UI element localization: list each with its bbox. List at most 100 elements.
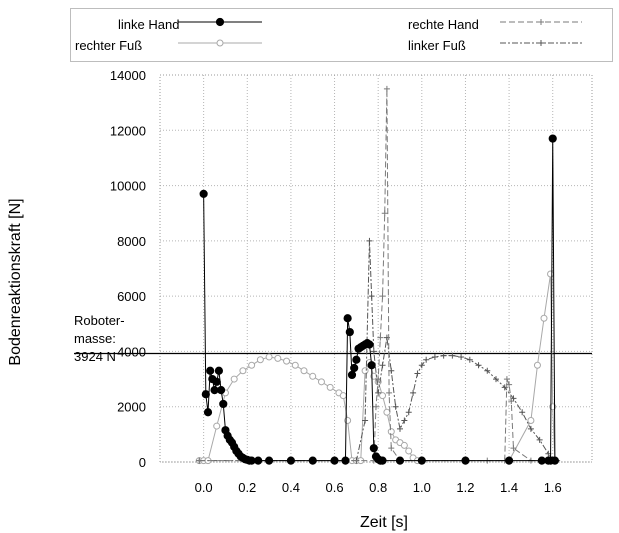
data-point-linke-hand (308, 456, 317, 465)
data-point-linker-fuss (484, 367, 491, 374)
data-point-linke-hand (550, 456, 560, 465)
data-point-linker-fuss (440, 352, 447, 359)
x-tick-label: 1.6 (544, 480, 562, 495)
legend-label-linker-fuss: linker Fuß (408, 38, 466, 53)
x-tick-label: 0.0 (195, 480, 213, 495)
data-point-rechte-hand (381, 210, 388, 217)
y-tick-label: 6000 (117, 289, 146, 304)
data-point-rechter-fuss (265, 353, 273, 361)
data-point-linke-hand (203, 408, 213, 417)
legend-label-rechter-fuss: rechter Fuß (75, 38, 143, 53)
data-point-linker-fuss (418, 362, 425, 369)
data-point-linke-hand (365, 340, 374, 349)
y-tick-label: 0 (139, 455, 146, 470)
data-point-rechter-fuss (300, 367, 308, 375)
data-point-linker-fuss (449, 352, 456, 359)
data-point-linker-fuss (431, 353, 438, 360)
data-point-linker-fuss (519, 409, 526, 416)
data-point-linke-hand (254, 456, 263, 465)
data-point-rechter-fuss (239, 367, 247, 375)
data-point-rechter-fuss (230, 375, 238, 383)
data-point-rechte-hand (373, 403, 379, 410)
data-point-linke-hand (199, 189, 208, 198)
data-point-linker-fuss (362, 417, 369, 424)
y-axis-label: Bodenreaktionskraft [N] (7, 198, 24, 365)
data-point-linke-hand (350, 363, 359, 373)
data-point-linker-fuss (493, 376, 499, 383)
data-point-rechter-fuss (383, 408, 391, 416)
data-point-rechter-fuss (540, 314, 548, 322)
data-point-rechter-fuss (405, 447, 413, 455)
data-point-linker-fuss (466, 356, 473, 363)
data-point-linker-fuss (370, 348, 377, 355)
data-point-linke-hand (216, 386, 226, 395)
data-point-rechte-hand (379, 293, 386, 300)
data-point-linker-fuss (392, 403, 399, 410)
data-point-linke-hand (212, 377, 221, 386)
data-point-rechte-hand (506, 381, 513, 388)
data-point-rechter-fuss (291, 361, 299, 369)
y-tick-label: 2000 (117, 400, 146, 415)
y-tick-label: 4000 (117, 344, 146, 359)
reference-label-line-1: Roboter- (74, 313, 125, 328)
data-point-linke-hand (214, 366, 224, 375)
data-point-rechter-fuss (339, 392, 347, 400)
data-point-rechter-fuss (256, 356, 264, 364)
data-point-rechter-fuss (213, 422, 221, 430)
data-point-rechter-fuss (326, 383, 334, 391)
reference-line-label: Roboter- masse: 3924 N (74, 312, 125, 366)
data-point-linker-fuss (375, 389, 382, 396)
series-line-linke-hand (203, 138, 556, 462)
data-point-linker-fuss (368, 293, 375, 300)
data-point-rechte-hand (503, 376, 510, 383)
data-point-rechte-hand (383, 85, 390, 92)
data-point-linke-hand (341, 456, 350, 465)
data-point-rechter-fuss (317, 378, 325, 386)
data-point-rechter-fuss (547, 270, 555, 278)
legend-marker-linke-hand (215, 17, 225, 27)
x-tick-label: 0.4 (282, 480, 300, 495)
data-point-linker-fuss (475, 362, 482, 369)
data-point-linke-hand (461, 456, 470, 465)
data-point-linke-hand (347, 370, 357, 380)
data-point-rechter-fuss (309, 372, 317, 380)
data-point-rechter-fuss (533, 361, 541, 369)
x-tick-label: 0.8 (369, 480, 387, 495)
data-point-rechte-hand (375, 376, 382, 383)
data-point-linker-fuss (379, 362, 386, 369)
y-tick-label: 10000 (110, 179, 146, 194)
reference-label-line-3: 3924 N (74, 349, 116, 364)
data-point-rechter-fuss (527, 417, 535, 425)
data-point-rechte-hand (196, 457, 203, 464)
data-point-rechter-fuss (379, 392, 387, 400)
data-point-rechter-fuss (274, 354, 282, 362)
data-point-linker-fuss (405, 409, 412, 416)
data-point-linke-hand (286, 456, 296, 465)
legend (70, 8, 613, 62)
data-point-linker-fuss (410, 389, 417, 396)
y-tick-label: 12000 (110, 123, 146, 138)
data-point-rechte-hand (508, 398, 515, 405)
data-point-rechte-hand (510, 445, 517, 452)
x-tick-label: 0.6 (326, 480, 344, 495)
reference-label-line-2: masse: (74, 331, 116, 346)
data-point-linker-fuss (414, 370, 421, 377)
y-tick-label: 14000 (110, 68, 146, 83)
data-point-linker-fuss (366, 237, 373, 244)
y-tick-label: 8000 (117, 234, 146, 249)
data-point-linker-fuss (458, 353, 465, 360)
legend-label-linke-hand: linke Hand (118, 17, 180, 32)
data-point-linke-hand (343, 314, 352, 323)
data-point-linker-fuss (397, 425, 403, 432)
data-point-linke-hand (352, 355, 361, 364)
data-point-rechte-hand (377, 334, 384, 341)
data-point-linke-hand (219, 399, 228, 409)
data-point-rechter-fuss (344, 417, 352, 425)
data-point-rechter-fuss (361, 367, 369, 375)
data-point-rechter-fuss (387, 428, 395, 436)
data-point-linke-hand (395, 456, 405, 465)
data-point-linke-hand (206, 366, 215, 375)
data-point-linke-hand (367, 361, 376, 370)
x-tick-label: 1.2 (456, 480, 474, 495)
